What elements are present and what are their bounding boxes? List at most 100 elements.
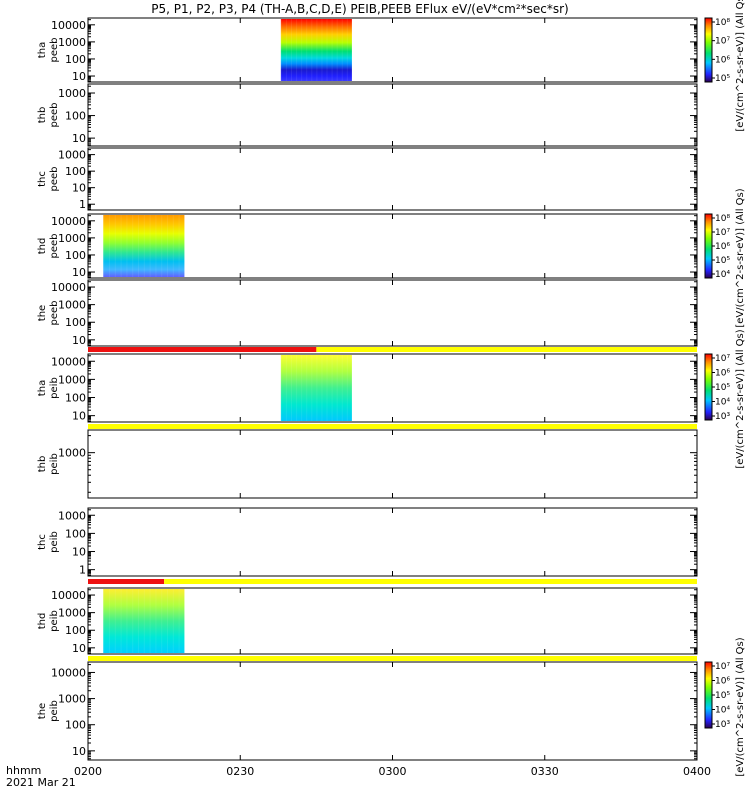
spectrogram-stripe <box>346 355 348 421</box>
spectrogram-stripe <box>285 355 287 421</box>
y-tick-label: 10000 <box>51 666 86 679</box>
spectrogram-stripe <box>296 19 298 81</box>
panel-probe-label: thc <box>37 171 48 187</box>
y-tick-label: 100 <box>65 165 86 178</box>
panel-the-peib: 10000 1000 100 10 the peib <box>37 661 698 761</box>
panel-frame <box>87 661 698 761</box>
spectrogram-stripe <box>143 589 145 653</box>
spectrogram-stripe <box>178 215 180 277</box>
y-tick-label: 100 <box>65 316 86 329</box>
colorbar-tick-label: 10⁵ <box>715 383 730 393</box>
panel-probe-label: thd <box>37 613 48 630</box>
y-tick-label: 10 <box>72 334 86 347</box>
spectrogram-stripe <box>143 215 145 277</box>
spectrogram-stripe <box>280 19 282 81</box>
spectrogram-block <box>103 589 185 653</box>
y-tick-label: 1000 <box>58 373 86 386</box>
mode-bar <box>88 579 697 584</box>
colorbar-tick-label: 10³ <box>715 412 730 422</box>
x-tick-label: 0230 <box>226 765 254 778</box>
spectrogram-stripe <box>291 19 292 81</box>
colorbar-scale <box>704 17 713 83</box>
panel-frame <box>87 279 698 347</box>
y-tick-label: 1000 <box>58 447 86 460</box>
colorbar-tick-label: 10⁶ <box>715 242 730 252</box>
spectrogram-stripe <box>155 589 157 653</box>
spectrogram-stripe <box>316 19 318 81</box>
spectrogram-stripe <box>161 215 163 277</box>
colorbar-tick-label: 10⁶ <box>715 677 730 687</box>
panel-probe-label: the <box>37 305 48 321</box>
colorbar-tick-label: 10⁵ <box>715 691 730 701</box>
spectrogram-block <box>280 355 352 421</box>
mode-bar-segment-yellow <box>316 347 697 352</box>
y-tick-label: 1000 <box>58 232 86 245</box>
colorbar-tick-label: 10⁶ <box>715 369 730 379</box>
spectrogram-stripe <box>326 19 328 81</box>
x-axis-label: hhmm <box>6 764 41 777</box>
spectrogram-stripe <box>103 589 105 653</box>
colorbar-tick-label: 10⁴ <box>715 706 730 716</box>
colorbar-tick-label: 10⁷ <box>715 354 730 364</box>
spectrogram-stripe <box>167 215 169 277</box>
y-tick-label: 1000 <box>58 299 86 312</box>
spectrogram-stripe <box>178 589 180 653</box>
panel-probe-label: thb <box>37 456 48 473</box>
colorbar-tha-peeb: 10⁸ 10⁷ 10⁶ 10⁵ [eV/(cm^2-s-sr-eV)] (All Qs) <box>704 0 746 132</box>
spectrogram-stripe <box>326 355 328 421</box>
panel-probe-label: tha <box>37 42 48 58</box>
spectrogram-stripe <box>114 215 116 277</box>
spectrogram-stripe <box>138 589 140 653</box>
panel-instrument-label: peeb <box>49 103 60 128</box>
y-tick-label: 1000 <box>58 607 86 620</box>
spectrogram-stripe <box>172 215 174 277</box>
spectrogram-stripe <box>291 355 292 421</box>
x-axis-title: hhmm 2021 Mar 21 <box>6 764 76 789</box>
y-tick-label: 100 <box>65 624 86 637</box>
panel-thc-peeb: 1000 100 10 1 thc peeb <box>37 147 698 211</box>
mode-bar-segment-red <box>88 579 165 584</box>
panel-frame <box>87 353 698 423</box>
panel-probe-label: thc <box>37 534 48 550</box>
spectrogram-stripe <box>341 19 343 81</box>
panel-instrument-label: peib <box>49 610 60 632</box>
spectrogram-stripe <box>126 589 128 653</box>
colorbar-label: [eV/(cm^2-s-sr-eV)] (All Qs) <box>735 637 746 776</box>
colorbar-tha-peib: 10⁷ 10⁶ 10⁵ 10⁴ 10³ [eV/(cm^2-s-sr-eV)] (All … <box>704 329 746 469</box>
y-tick-label: 1000 <box>58 693 86 706</box>
y-tick-label: 10 <box>72 266 86 279</box>
panel-thb-peib: 1000 thb peib <box>37 429 698 499</box>
spectrogram-stripe <box>336 355 338 421</box>
panel-instrument-label: peib <box>49 531 60 553</box>
mode-bar-segment-yellow <box>88 424 697 429</box>
y-tick-label: 1 <box>79 198 86 211</box>
panel-frame <box>87 429 698 499</box>
y-tick-label: 10 <box>72 70 86 83</box>
x-tick-label: 0200 <box>74 765 102 778</box>
y-tick-label: 10000 <box>51 215 86 228</box>
y-tick-label: 10000 <box>51 589 86 602</box>
panel-thc-peib: 1000 100 10 1 thc peib <box>37 507 698 577</box>
y-tick-label: 1000 <box>58 87 86 100</box>
colorbar-tick-label: 10⁸ <box>715 18 730 28</box>
x-axis-date: 2021 Mar 21 <box>6 776 76 789</box>
spectrogram-stripe <box>120 215 122 277</box>
colorbar-tick-label: 10⁶ <box>715 55 730 65</box>
colorbar-label: [eV/(cm^2-s-sr-eV)] (All Qs) <box>735 188 746 327</box>
panel-probe-label: thd <box>37 238 48 255</box>
spectrogram-stripe <box>321 355 323 421</box>
spectrogram-stripe <box>285 19 287 81</box>
y-tick-label: 10000 <box>51 19 86 32</box>
panel-instrument-label: peeb <box>49 38 60 63</box>
mode-bar-segment-yellow <box>88 656 697 661</box>
mode-bar <box>88 424 697 429</box>
panel-instrument-label: peib <box>49 700 60 722</box>
colorbar-tick-label: 10⁷ <box>715 37 730 47</box>
spectrogram-stripe <box>109 215 111 277</box>
panel-instrument-label: peeb <box>49 301 60 326</box>
colorbar-tick-label: 10⁷ <box>715 662 730 672</box>
plot-title: P5, P1, P2, P3, P4 (TH-A,B,C,D,E) PEIB,P… <box>151 2 568 16</box>
spectrogram-stripe <box>306 19 308 81</box>
